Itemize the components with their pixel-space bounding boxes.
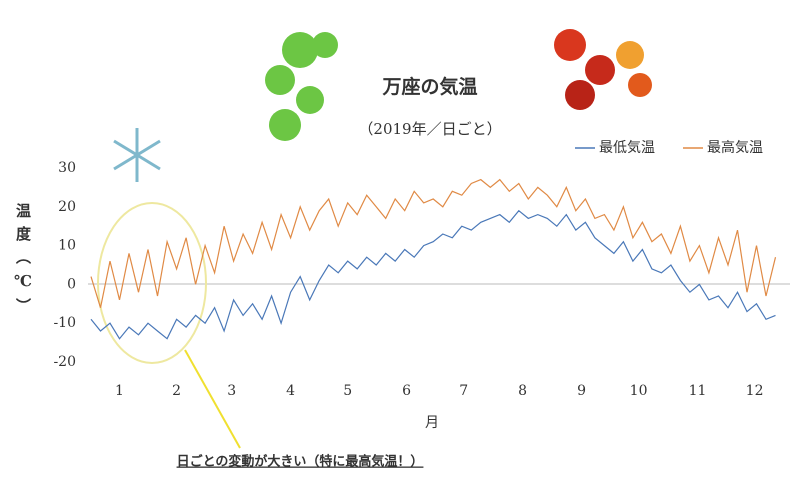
legend-label: 最低気温 xyxy=(599,140,655,156)
chart-subtitle: （2019年／日ごと） xyxy=(358,120,501,138)
y-axis-label: 温度（℃） xyxy=(14,203,32,321)
chart-title: 万座の気温 xyxy=(381,75,477,98)
x-tick-label: 5 xyxy=(343,383,352,399)
maple-red-leaves xyxy=(554,29,652,110)
y-tick-label: 30 xyxy=(58,160,76,176)
x-tick-label: 8 xyxy=(518,383,527,399)
x-axis-label: 月 xyxy=(425,415,439,431)
x-tick-label: 4 xyxy=(286,383,295,399)
x-tick-label: 10 xyxy=(630,383,648,399)
x-tick-label: 7 xyxy=(459,383,468,399)
pointer-line xyxy=(184,349,241,449)
x-tick-label: 6 xyxy=(402,383,411,399)
y-tick-label: 0 xyxy=(67,276,76,292)
x-tick-label: 2 xyxy=(172,383,181,399)
x-tick-label: 9 xyxy=(577,383,586,399)
legend-label: 最高気温 xyxy=(707,139,763,156)
maple-green-leaves xyxy=(265,32,338,141)
y-tick-label: -10 xyxy=(53,315,76,331)
x-tick-label: 12 xyxy=(746,383,764,399)
y-tick-label: 10 xyxy=(58,238,76,254)
snowflake xyxy=(113,128,161,182)
annotation: 日ごとの変動が大きい（特に最高気温！） xyxy=(177,454,424,470)
y-tick-label: -20 xyxy=(53,354,76,370)
x-tick-label: 1 xyxy=(115,383,124,399)
x-tick-label: 3 xyxy=(227,383,236,399)
series-line xyxy=(90,178,777,308)
x-tick-label: 11 xyxy=(689,383,707,399)
series-line xyxy=(90,209,776,340)
highlight-ellipse xyxy=(97,202,207,364)
y-tick-label: 20 xyxy=(58,199,76,215)
